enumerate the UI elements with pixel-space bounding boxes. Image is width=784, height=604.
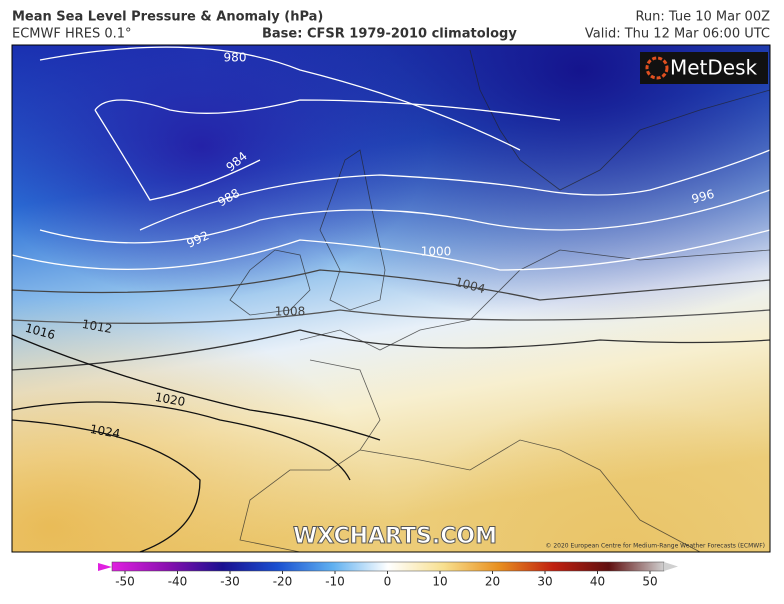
title: Mean Sea Level Pressure & Anomaly (hPa) xyxy=(12,10,323,25)
colorbar-tick-label: 40 xyxy=(590,575,605,589)
run: Run: Tue 10 Mar 00Z xyxy=(635,10,770,25)
logo: MetDesk xyxy=(670,56,758,80)
contour-label: 1008 xyxy=(275,305,306,319)
colorbar: -50 -40 -30 -20 -10 0 10 20 30 40 50 xyxy=(98,561,678,589)
colorbar-tick-label: 50 xyxy=(642,575,657,589)
colorbar-tick-label: 0 xyxy=(384,575,392,589)
logo-box xyxy=(640,52,768,84)
colorbar-tick-label: -50 xyxy=(115,575,135,589)
contour-label: 1024 xyxy=(89,422,122,441)
colorbar-tick-label: -40 xyxy=(168,575,188,589)
map: 9809849889929961000100410081012101610201… xyxy=(11,44,771,553)
colorbar-tick-label: 30 xyxy=(537,575,552,589)
watermark: WXCHARTS.COM xyxy=(293,524,497,549)
colorbar-tick-label: 20 xyxy=(485,575,500,589)
copyright: © 2020 European Centre for Medium-Range … xyxy=(545,543,765,550)
contour-label: 996 xyxy=(690,187,716,206)
colorbar-tick-label: -30 xyxy=(220,575,240,589)
colorbar-tick-label: 10 xyxy=(432,575,447,589)
contour-label: 1012 xyxy=(81,317,114,336)
colorbar-tick-label: -10 xyxy=(325,575,345,589)
valid: Valid: Thu 12 Mar 06:00 UTC xyxy=(585,27,770,42)
model: ECMWF HRES 0.1° xyxy=(12,27,132,42)
contour-label: 980 xyxy=(224,51,247,65)
contour-label: 1000 xyxy=(421,245,452,259)
base: Base: CFSR 1979-2010 climatology xyxy=(262,27,517,42)
contour-label: 1020 xyxy=(154,390,187,409)
logo-icon xyxy=(645,56,669,80)
colorbar-tick-label: -20 xyxy=(273,575,293,589)
